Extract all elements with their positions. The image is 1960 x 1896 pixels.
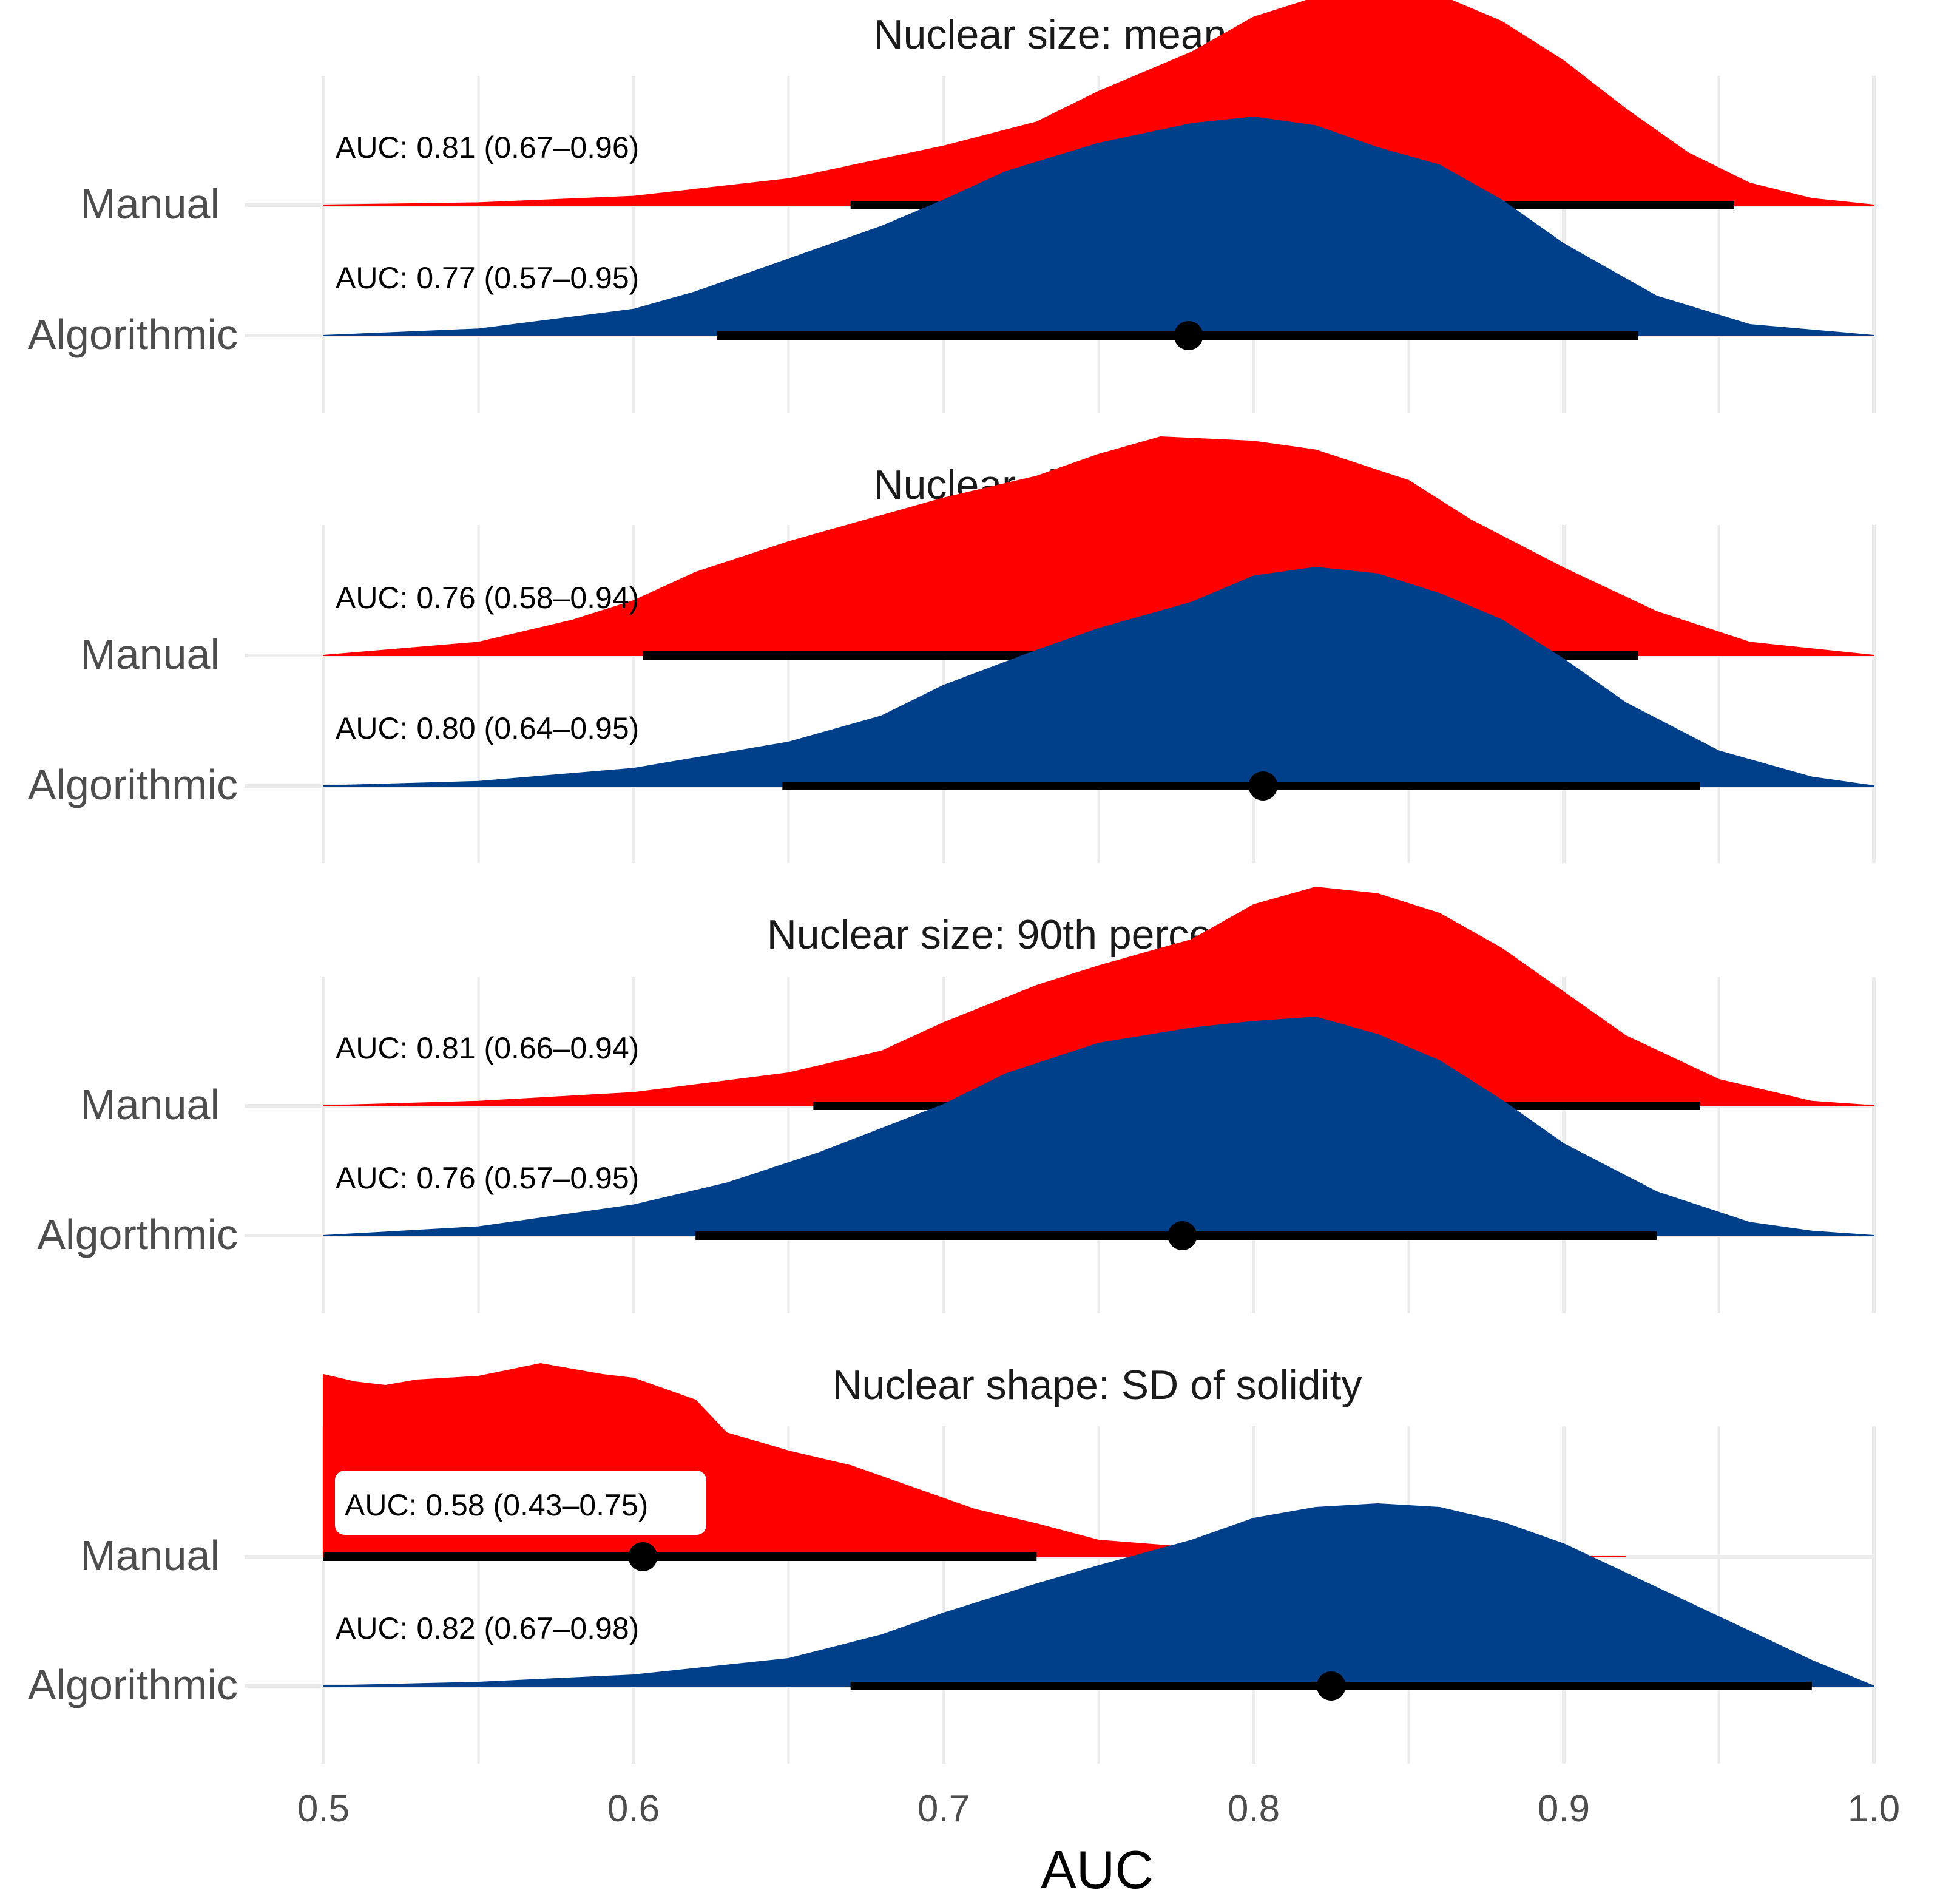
panel-title: Nuclear shape: SD of solidity (832, 1362, 1362, 1408)
row-label: Manual (80, 1532, 220, 1579)
density-algorithmic (323, 567, 1874, 787)
x-tick-label: 0.7 (917, 1788, 970, 1830)
x-axis-title: AUC (1041, 1840, 1154, 1896)
x-tick-label: 0.5 (297, 1788, 350, 1830)
x-axis: AUC 0.5 0.6 0.7 0.8 0.9 1.0 (297, 1788, 1900, 1896)
density-algorithmic (323, 1017, 1874, 1236)
auc-label: AUC: 0.81 (0.67–0.96) (336, 130, 639, 164)
row-label: Algorthmic (37, 1211, 238, 1258)
density-manual (323, 0, 1874, 206)
point-estimate (1174, 321, 1203, 350)
row-label: Manual (80, 1081, 220, 1128)
row-manual: Manual AUC: 0.81 (0.66–0.94) (80, 887, 1874, 1128)
auc-label: AUC: 0.81 (0.66–0.94) (336, 1031, 639, 1065)
point-estimate (1248, 771, 1278, 801)
density-manual (323, 436, 1874, 656)
density-algorithmic (323, 117, 1874, 336)
density-algorithmic (323, 1503, 1874, 1687)
x-tick-label: 0.6 (607, 1788, 660, 1830)
auc-label: AUC: 0.58 (0.43–0.75) (345, 1488, 648, 1522)
auc-label: AUC: 0.80 (0.64–0.95) (336, 711, 639, 745)
row-manual: Manual AUC: 0.58 (0.43–0.75) (80, 1363, 1627, 1579)
row-label: Algorithmic (28, 311, 238, 358)
auc-label-box (335, 1471, 706, 1535)
row-algorithmic: Algorithmic AUC: 0.80 (0.64–0.95) (28, 567, 1874, 808)
auc-label: AUC: 0.82 (0.67–0.98) (336, 1611, 639, 1645)
panel-3: Nuclear size: 90th percentile of areaMan… (37, 887, 1874, 1258)
density-manual (323, 887, 1874, 1106)
auc-label: AUC: 0.76 (0.57–0.95) (336, 1161, 639, 1195)
x-tick-label: 0.9 (1538, 1788, 1590, 1830)
row-label: Manual (80, 631, 220, 678)
x-tick-label: 1.0 (1848, 1788, 1900, 1830)
row-label: Manual (80, 180, 220, 228)
point-estimate (628, 1542, 658, 1571)
panel-4: Nuclear shape: SD of solidity Manual AUC: … (28, 1362, 1874, 1708)
auc-label: AUC: 0.77 (0.57–0.95) (336, 261, 639, 295)
point-estimate (1316, 1671, 1346, 1701)
row-algorithmic: Algorithmic AUC: 0.77 (0.57–0.95) (28, 117, 1874, 358)
row-algorithmic: Algorthmic AUC: 0.76 (0.57–0.95) (37, 1017, 1874, 1258)
x-tick-label: 0.8 (1228, 1788, 1280, 1830)
row-algorithmic: Algorithmic AUC: 0.82 (0.67–0.98) (28, 1503, 1874, 1708)
row-label: Algorithmic (28, 761, 238, 808)
row-label: Algorithmic (28, 1661, 238, 1708)
point-estimate (1168, 1221, 1197, 1250)
auc-label: AUC: 0.76 (0.58–0.94) (336, 581, 639, 615)
